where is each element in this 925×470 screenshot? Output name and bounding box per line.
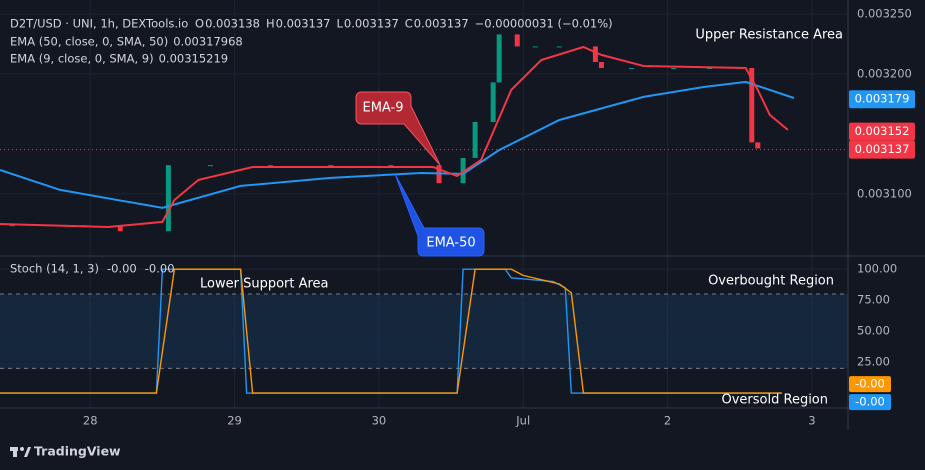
grid <box>0 0 848 408</box>
stoch-badge-label: -0.00 <box>855 377 885 391</box>
stoch-badge-label: -0.00 <box>855 395 885 409</box>
price-badge <box>849 140 915 159</box>
overbought-note: Overbought Region <box>708 274 834 289</box>
brand-logo <box>10 447 31 457</box>
candle-body <box>598 62 604 69</box>
price-badge-label: 0.003152 <box>855 124 910 138</box>
labels: 28 29 30 Jul 2 3 0.003100 0.003200 0.003250 D2T/U… <box>10 7 915 428</box>
candle-body <box>707 68 713 70</box>
ohlc-key: C <box>405 17 413 31</box>
brand-name: TradingView <box>34 444 121 459</box>
y-tick-label: 100.00 <box>857 262 897 276</box>
candle-body <box>9 225 15 227</box>
price-change: −0.00000031 (−0.01%) <box>475 17 613 31</box>
x-tick-label: 29 <box>227 414 242 428</box>
candle-body <box>207 165 213 167</box>
candle-body <box>592 46 598 63</box>
candle-body <box>460 157 466 184</box>
candle-body <box>388 165 394 167</box>
candle-body <box>755 142 761 149</box>
ohlc-value: 0.003137 <box>414 17 469 31</box>
x-tick-label: 30 <box>372 414 387 428</box>
x-tick-label: 3 <box>808 414 815 428</box>
candle-body <box>628 68 634 70</box>
x-tick-label: 28 <box>83 414 98 428</box>
ohlc-value: 0.003138 <box>205 17 260 31</box>
ema9-callout <box>355 91 441 166</box>
price-badge <box>849 90 915 109</box>
ohlc-key: H <box>266 17 275 31</box>
ohlc-key: O <box>195 17 204 31</box>
ema-line <box>0 80 795 209</box>
y-tick-label: 25.00 <box>857 355 890 369</box>
stoch-badge <box>849 394 891 411</box>
candle-body <box>496 34 502 83</box>
y-tick-label: 50.00 <box>857 324 890 338</box>
ema50-callout <box>394 173 485 257</box>
ema-line <box>0 45 789 229</box>
candle-body <box>514 34 520 47</box>
legend-value: 0.00315219 <box>159 52 229 66</box>
ohlc-value: 0.003137 <box>276 17 331 31</box>
ohlc-value: 0.003137 <box>344 17 399 31</box>
stoch-legend-value: -0.00 <box>145 262 175 276</box>
y-tick-label: 0.003200 <box>857 67 912 81</box>
lower-support-note: Lower Support Area <box>200 277 329 292</box>
oversold-note: Oversold Region <box>722 393 829 408</box>
y-tick-label: 0.003250 <box>857 7 912 21</box>
y-tick-label: 0.003100 <box>857 186 912 200</box>
price-badge-label: 0.003137 <box>855 142 910 156</box>
legend-name: EMA (50, close, 0, SMA, 50) <box>10 35 168 49</box>
stoch-legend-value: -0.00 <box>107 262 137 276</box>
x-tick-label: 2 <box>664 414 671 428</box>
upper-resistance-note: Upper Resistance Area <box>695 28 843 43</box>
price-badge-label: 0.003179 <box>855 92 910 106</box>
candle-body <box>490 82 496 123</box>
x-tick-label: Jul <box>515 414 530 428</box>
legend-name: EMA (9, close, 0, SMA, 9) <box>10 52 154 66</box>
plot <box>0 34 848 394</box>
candle-body <box>532 46 538 48</box>
ohlc-key: L <box>336 17 343 31</box>
legend-value: 0.00317968 <box>173 35 243 49</box>
symbol: D2T/USD · UNI, 1h, DEXTools.io <box>10 17 188 31</box>
stoch-title: Stoch (14, 1, 3) <box>10 262 99 276</box>
stoch-line <box>0 268 782 394</box>
candle-body <box>472 122 478 158</box>
ema50-label: EMA-50 <box>426 236 475 251</box>
candle-body <box>671 68 677 70</box>
candle-body <box>749 68 755 143</box>
candle-body <box>556 46 562 48</box>
ema9-label: EMA-9 <box>363 101 404 116</box>
y-tick-label: 75.00 <box>857 293 890 307</box>
candle-body <box>268 165 274 167</box>
candle-body <box>117 225 123 232</box>
candle-body <box>165 165 171 232</box>
stoch-badge <box>849 376 891 393</box>
candle-body <box>328 165 334 167</box>
price-badge <box>849 122 915 141</box>
